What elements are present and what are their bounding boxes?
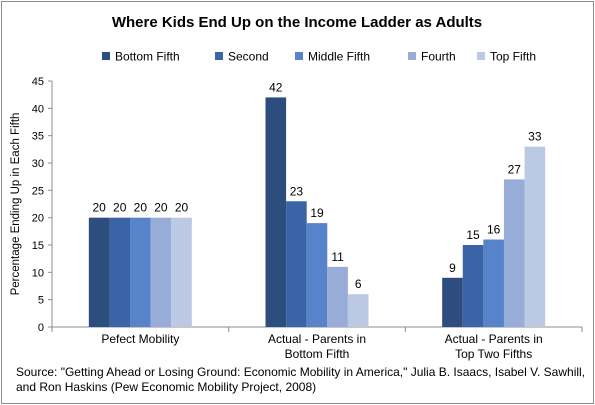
legend-label: Second: [228, 50, 269, 64]
data-label: 20: [154, 201, 168, 215]
bar: [327, 266, 348, 327]
source-note: Source: "Getting Ahead or Losing Ground:…: [16, 365, 586, 394]
bar: [462, 245, 484, 327]
legend-swatch: [477, 52, 485, 60]
legend-label: Top Fifth: [490, 50, 536, 64]
legend-swatch: [408, 52, 416, 60]
bar: [306, 223, 328, 327]
data-label: 20: [92, 201, 106, 215]
y-tick-label: 5: [38, 295, 44, 307]
legend-swatch: [295, 52, 303, 60]
legend-label: Middle Fifth: [308, 50, 370, 64]
bar: [150, 217, 172, 327]
y-tick-label: 30: [32, 158, 44, 170]
bar: [503, 179, 525, 327]
x-tick-label: Bottom Fifth: [285, 347, 350, 361]
data-label: 11: [331, 250, 344, 264]
bar: [109, 217, 131, 327]
y-axis-label: Percentage Ending Up in Each Fifth: [10, 113, 22, 296]
data-label: 6: [355, 277, 362, 291]
bar: [524, 146, 546, 327]
y-tick-label: 20: [32, 213, 44, 225]
legend-label: Bottom Fifth: [115, 50, 180, 64]
legend-swatch: [215, 52, 223, 60]
chart-title: Where Kids End Up on the Income Ladder a…: [112, 14, 482, 31]
bar: [286, 201, 307, 327]
bar: [442, 277, 463, 327]
bar: [171, 217, 192, 327]
bar: [483, 239, 504, 327]
bar: [88, 217, 110, 327]
y-tick-label: 0: [38, 322, 44, 334]
x-tick-label: Top Two Fifths: [455, 347, 532, 361]
y-tick-label: 35: [32, 131, 44, 143]
data-label: 9: [449, 261, 456, 275]
x-tick-label: Actual - Parents in: [445, 332, 543, 346]
y-tick-label: 45: [32, 76, 44, 88]
data-label: 20: [113, 201, 127, 215]
y-tick-label: 15: [32, 240, 44, 252]
data-label: 27: [508, 162, 522, 176]
data-label: 20: [175, 201, 189, 215]
data-label: 33: [528, 130, 542, 144]
y-tick-label: 25: [32, 185, 44, 197]
data-label: 16: [487, 223, 501, 237]
bar: [130, 217, 151, 327]
x-tick-label: Pefect Mobility: [101, 332, 179, 346]
legend-swatch: [102, 52, 110, 60]
legend-label: Fourth: [421, 50, 456, 64]
data-label: 19: [310, 206, 324, 220]
bar: [265, 97, 287, 328]
y-tick-label: 10: [32, 267, 44, 279]
x-tick-label: Actual - Parents in: [268, 332, 366, 346]
data-label: 15: [466, 228, 480, 242]
data-label: 42: [269, 80, 283, 94]
data-label: 23: [290, 184, 304, 198]
y-tick-label: 40: [32, 103, 44, 115]
data-label: 20: [134, 201, 148, 215]
bar: [347, 294, 369, 327]
